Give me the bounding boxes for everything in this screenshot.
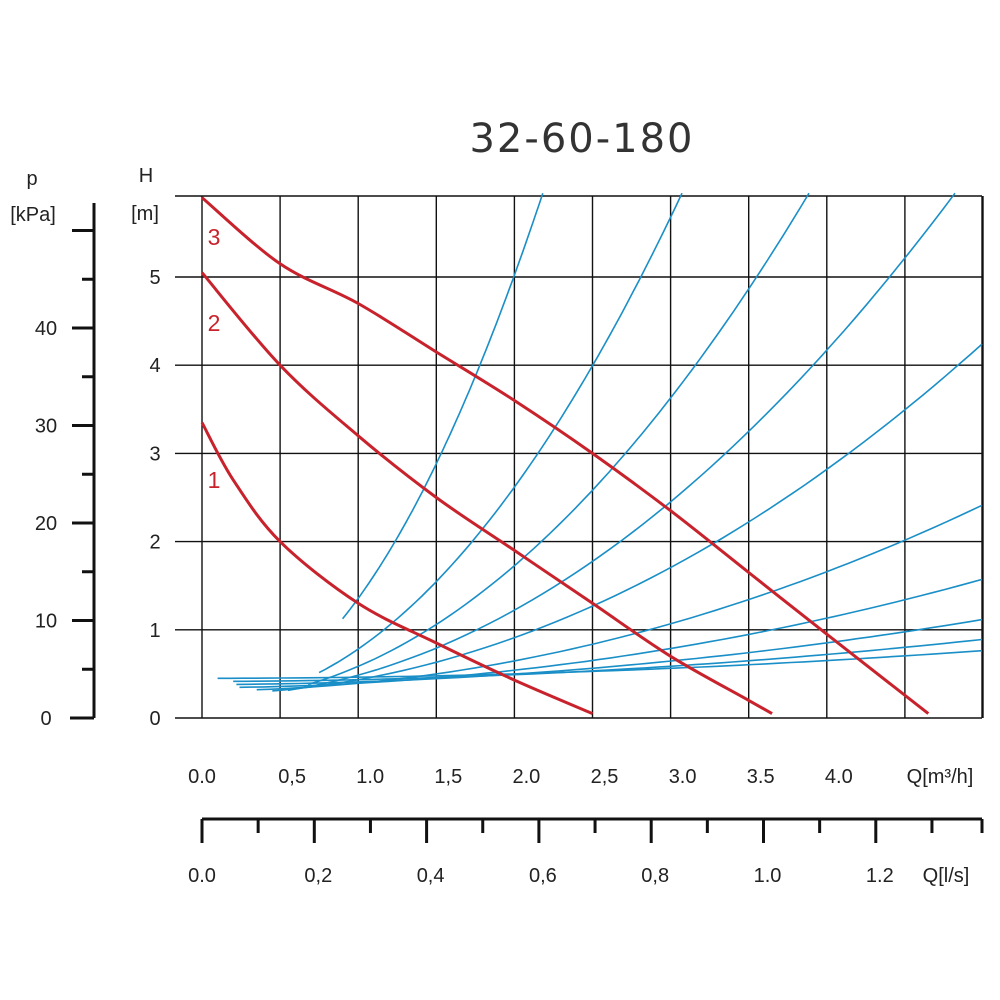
system-curve-5 bbox=[256, 504, 983, 691]
flow-ls-tick-label: 1.0 bbox=[754, 865, 782, 887]
flow-m3h-axis-label: Q[m³/h] bbox=[907, 766, 974, 788]
head-tick-label: 5 bbox=[149, 267, 160, 289]
pressure-axis-label-bottom: [kPa] bbox=[10, 204, 56, 226]
flow-m3h-tick-label: 1.0 bbox=[356, 766, 384, 788]
flow-ls-tick-label: 0,6 bbox=[529, 865, 557, 887]
curve-labels: 1 2 3 bbox=[208, 224, 221, 493]
system-curve-9 bbox=[318, 192, 683, 674]
flow-m3h-tick-label: 3.0 bbox=[669, 766, 697, 788]
pressure-tick-label: 30 bbox=[35, 416, 57, 438]
system-curve-6 bbox=[272, 343, 983, 692]
system-curve-7 bbox=[287, 192, 956, 692]
flow-m3h-tick-label: 2,5 bbox=[591, 766, 619, 788]
pump-curve-1 bbox=[200, 421, 594, 715]
head-tick-label: 3 bbox=[149, 443, 160, 465]
curve-label-2: 2 bbox=[208, 310, 221, 336]
pressure-tick-label: 20 bbox=[35, 513, 57, 535]
flow-m3h-tick-label: 4.0 bbox=[825, 766, 853, 788]
pressure-tick-label: 40 bbox=[35, 318, 57, 340]
flow-m3h-tick-label: 2.0 bbox=[512, 766, 540, 788]
pump-curve-2 bbox=[200, 271, 773, 715]
flow-ls-axis-label: Q[l/s] bbox=[923, 865, 970, 887]
flow-ls-tick-label: 0,8 bbox=[641, 865, 669, 887]
head-axis: H [m] bbox=[131, 165, 159, 225]
flow-m3h-tick-label: 0.0 bbox=[188, 766, 216, 788]
curve-label-3: 3 bbox=[208, 224, 221, 250]
pressure-axis: p [kPa] 0 10 20 30 40 bbox=[10, 168, 96, 730]
grid bbox=[175, 195, 984, 719]
head-tick-label: 1 bbox=[149, 620, 160, 642]
pump-curves bbox=[200, 196, 930, 715]
head-tick-label: 4 bbox=[149, 355, 160, 377]
pump-curve-3 bbox=[201, 196, 930, 715]
head-axis-label-top: H bbox=[139, 165, 153, 187]
chart-title: 32-60-180 bbox=[469, 116, 694, 162]
system-curve-3 bbox=[236, 618, 983, 686]
flow-ls-tick-label: 1.2 bbox=[866, 865, 894, 887]
pressure-tick-label: 0 bbox=[40, 708, 51, 730]
flow-m3h-tick-label: 3.5 bbox=[747, 766, 775, 788]
flow-m3h-tick-label: 1,5 bbox=[434, 766, 462, 788]
pressure-axis-label-top: p bbox=[26, 168, 37, 190]
flow-ls-axis: Q[l/s] 0.0 0,2 0,4 0,6 0,8 1.0 1.2 bbox=[188, 817, 984, 887]
system-curve-8 bbox=[307, 192, 810, 686]
flow-m3h-tick-label: 0,5 bbox=[278, 766, 306, 788]
head-tick-label: 2 bbox=[149, 532, 160, 554]
head-ticks: 0 1 2 3 4 5 bbox=[149, 267, 160, 730]
flow-ls-tick-label: 0,4 bbox=[417, 865, 445, 887]
system-curves bbox=[217, 192, 983, 692]
head-axis-label-bottom: [m] bbox=[131, 203, 159, 225]
pressure-tick-label: 10 bbox=[35, 611, 57, 633]
flow-ls-tick-label: 0,2 bbox=[304, 865, 332, 887]
head-tick-label: 0 bbox=[149, 708, 160, 730]
flow-m3h-ticks: Q[m³/h] 0.0 0,5 1.0 1,5 2.0 2,5 3.0 3.5 4.0 bbox=[188, 766, 973, 788]
system-curve-2 bbox=[233, 638, 983, 683]
system-curve-10 bbox=[341, 192, 544, 620]
curve-label-1: 1 bbox=[208, 467, 221, 493]
flow-ls-tick-label: 0.0 bbox=[188, 865, 216, 887]
